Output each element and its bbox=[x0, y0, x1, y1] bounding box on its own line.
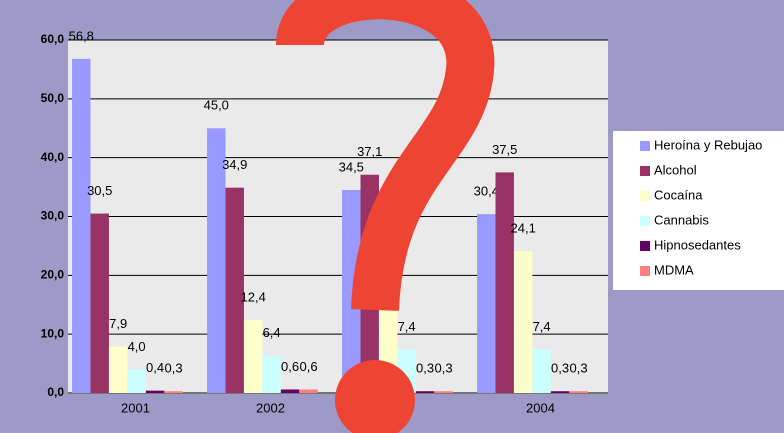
legend-label: Hipnosedantes bbox=[654, 237, 741, 252]
legend-label: Cocaína bbox=[654, 187, 703, 202]
legend-swatch bbox=[640, 166, 650, 176]
bar bbox=[514, 251, 532, 393]
value-label: 24,1 bbox=[511, 221, 536, 236]
value-label: 30,5 bbox=[87, 183, 112, 198]
bar bbox=[244, 320, 262, 393]
bar bbox=[109, 347, 127, 393]
bar bbox=[477, 214, 495, 393]
bar bbox=[281, 389, 299, 393]
x-tick-label: 2002 bbox=[256, 400, 285, 415]
y-tick-label: 0,0 bbox=[47, 385, 64, 399]
value-label: 0,3 bbox=[434, 361, 452, 376]
legend-box bbox=[613, 131, 784, 290]
value-label: 34,5 bbox=[339, 159, 364, 174]
x-tick-label: 2001 bbox=[121, 400, 150, 415]
value-label: 37,1 bbox=[357, 144, 382, 159]
value-label: 0,6 bbox=[281, 359, 299, 374]
legend-swatch bbox=[640, 216, 650, 226]
legend-label: MDMA bbox=[654, 262, 694, 277]
bar bbox=[299, 389, 317, 393]
bar bbox=[262, 355, 280, 393]
value-label: 37,5 bbox=[492, 142, 517, 157]
bar bbox=[416, 391, 434, 393]
bar bbox=[569, 391, 587, 393]
value-label: 7,4 bbox=[533, 319, 551, 334]
y-tick-label: 20,0 bbox=[41, 268, 65, 282]
bar bbox=[551, 391, 569, 393]
y-tick-label: 10,0 bbox=[41, 326, 65, 340]
value-label: 0,3 bbox=[164, 361, 182, 376]
value-label: 34,9 bbox=[222, 157, 247, 172]
bar bbox=[164, 391, 182, 393]
legend-swatch bbox=[640, 141, 650, 151]
y-tick-label: 60,0 bbox=[41, 32, 65, 46]
value-label: 12,4 bbox=[241, 289, 266, 304]
value-label: 0,3 bbox=[416, 361, 434, 376]
value-label: 30,4 bbox=[474, 184, 499, 199]
legend-swatch bbox=[640, 191, 650, 201]
value-label: 56,8 bbox=[69, 28, 94, 43]
y-tick-label: 30,0 bbox=[41, 209, 65, 223]
legend-label: Alcohol bbox=[654, 162, 697, 177]
legend-swatch bbox=[640, 241, 650, 251]
chart: 0,0 10,0 20,0 30,0 40,0 50,0 60,0 2001 56,8 30,5 7… bbox=[0, 0, 784, 433]
value-label: 0,4 bbox=[146, 360, 164, 375]
value-label: 0,3 bbox=[569, 361, 587, 376]
value-label: 6,4 bbox=[263, 325, 281, 340]
value-label: 4,0 bbox=[128, 339, 146, 354]
bar bbox=[532, 349, 550, 393]
legend-label: Heroína y Rebujao bbox=[654, 137, 762, 152]
value-label: 7,4 bbox=[398, 319, 416, 334]
legend-label: Cannabis bbox=[654, 212, 709, 227]
legend-swatch bbox=[640, 266, 650, 276]
bar bbox=[434, 391, 452, 393]
bar bbox=[72, 59, 90, 393]
value-label: 0,3 bbox=[551, 361, 569, 376]
bar bbox=[146, 391, 164, 393]
bar bbox=[496, 172, 514, 393]
x-tick-label: 2004 bbox=[526, 400, 555, 415]
value-label: 0,6 bbox=[299, 359, 317, 374]
value-label: 45,0 bbox=[204, 98, 229, 113]
bar bbox=[127, 369, 145, 393]
y-tick-label: 50,0 bbox=[41, 91, 65, 105]
bar bbox=[91, 214, 109, 393]
y-tick-label: 40,0 bbox=[41, 150, 65, 164]
value-label: 7,9 bbox=[109, 316, 127, 331]
